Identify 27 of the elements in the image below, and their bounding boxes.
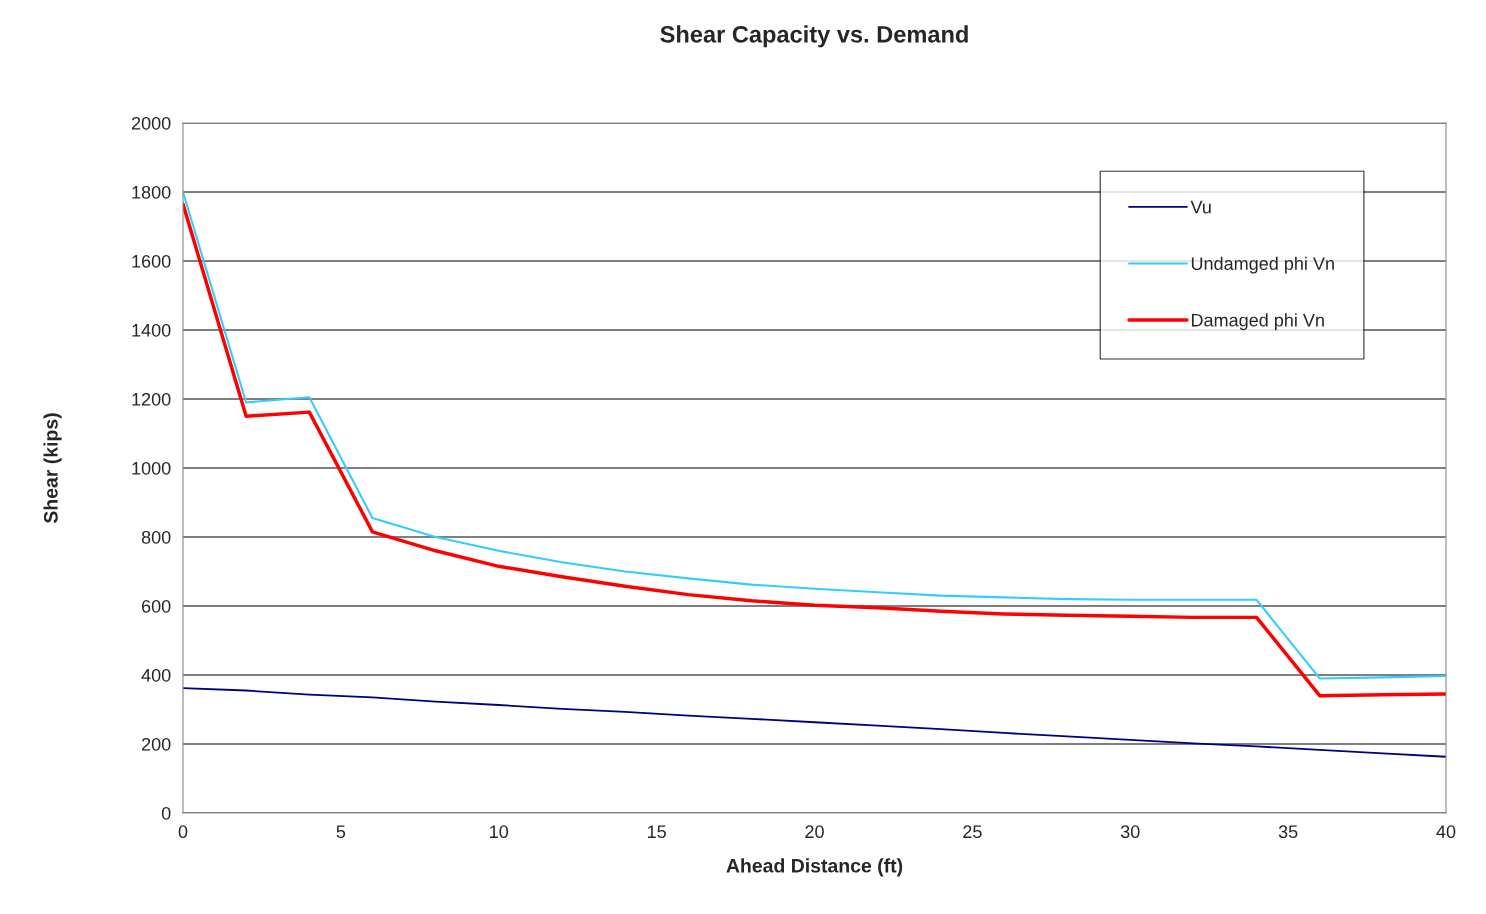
- y-tick-label: 2000: [131, 116, 171, 130]
- y-tick-label: 1000: [132, 461, 171, 475]
- chart-title: Shear Capacity vs. Demand: [660, 25, 968, 48]
- y-tick-label: 200: [141, 737, 171, 751]
- x-tick-label: 30: [1120, 825, 1140, 839]
- legend-label: Vu: [1190, 200, 1211, 214]
- line-series: [183, 687, 1446, 758]
- y-tick-label: 1200: [132, 392, 171, 406]
- x-tick-label: 35: [1278, 825, 1298, 839]
- y-tick-label: 1600: [132, 254, 171, 268]
- x-tick-label: 25: [963, 825, 982, 839]
- y-tick-label: 800: [141, 530, 171, 544]
- x-tick-label: 40: [1436, 825, 1456, 839]
- x-tick-label: 20: [805, 825, 824, 839]
- legend-label: Damaged phi Vn: [1191, 313, 1324, 331]
- y-tick-label: 1400: [132, 323, 171, 337]
- legend-label: Undamged phi Vn: [1191, 256, 1334, 274]
- x-tick-label: 0: [178, 825, 188, 839]
- x-tick-label: 10: [490, 825, 509, 839]
- x-axis-title: Ahead Distance (ft): [726, 858, 903, 877]
- y-tick-label: 0: [161, 806, 171, 820]
- y-tick-label: 400: [141, 668, 171, 682]
- x-tick-label: 15: [647, 825, 666, 839]
- x-tick-label: 5: [336, 825, 346, 839]
- y-tick-label: 1800: [132, 185, 171, 199]
- y-axis-title: Shear (kips): [43, 413, 62, 524]
- y-tick-label: 600: [141, 599, 171, 613]
